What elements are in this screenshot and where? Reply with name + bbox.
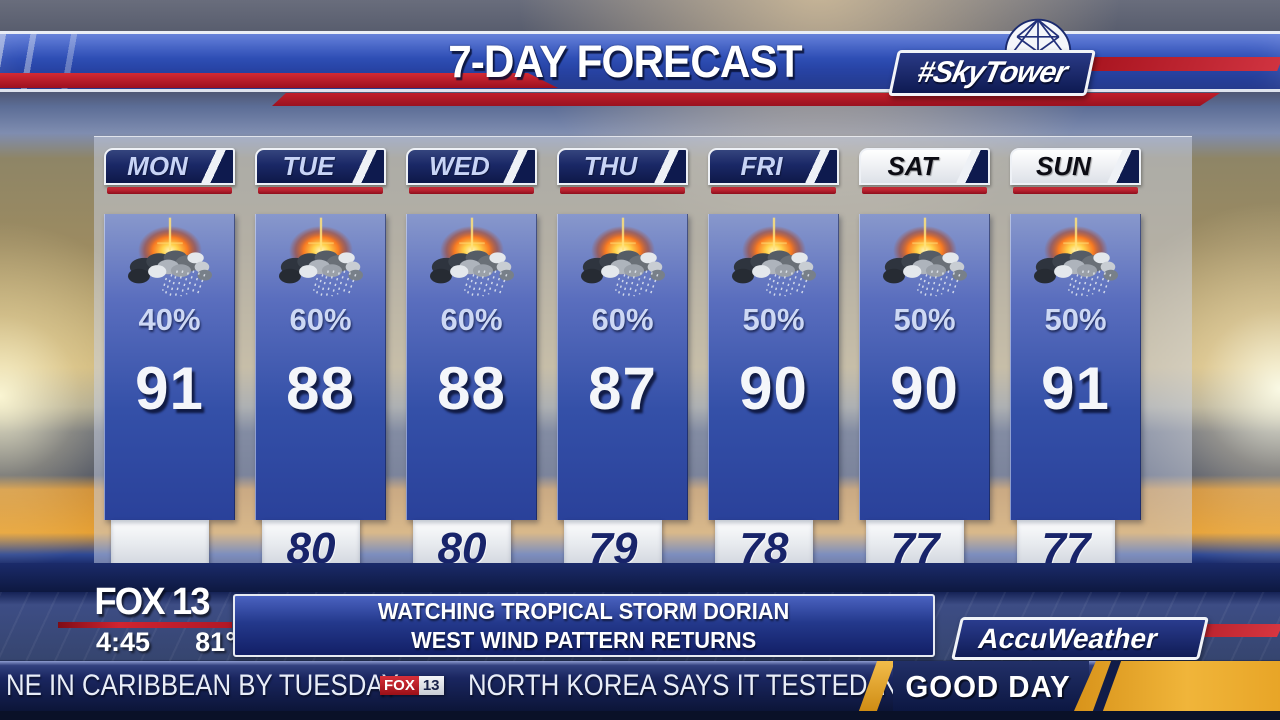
high-temp: 90 — [739, 355, 808, 422]
sun-rain-cloud-icon — [124, 214, 216, 298]
day-tab: FRI — [708, 148, 839, 185]
day-tab: WED — [406, 148, 537, 185]
precip-chance: 40% — [138, 302, 201, 337]
sun-rain-cloud-icon — [577, 214, 669, 298]
precip-chance: 60% — [440, 302, 503, 337]
sun-rain-cloud-icon — [1030, 214, 1122, 298]
day-red-bar — [862, 187, 987, 194]
day-red-bar — [107, 187, 232, 194]
news-ticker: NE IN CARIBBEAN BY TUESDAY FOX 13 NORTH … — [0, 661, 1280, 711]
high-temp: 91 — [1041, 355, 1110, 422]
day-column-mon: MON 40% 91 — [104, 148, 235, 578]
headline-banner: WATCHING TROPICAL STORM DORIAN WEST WIND… — [233, 594, 935, 657]
skytower-red-stripe — [1083, 57, 1280, 71]
day-column-tue: TUE 60% 88 80 — [255, 148, 386, 578]
clock-time: 4:45 — [96, 627, 151, 657]
day-label: MON — [127, 151, 188, 181]
day-red-bar — [711, 187, 836, 194]
skytower-logo: #SkyTower — [888, 50, 1096, 96]
day-tab: SAT — [859, 148, 990, 185]
day-panel: 50% 90 — [859, 214, 990, 520]
sun-rain-cloud-icon — [728, 214, 820, 298]
day-column-fri: FRI 50% 90 78 — [708, 148, 839, 578]
sun-rain-cloud-icon — [426, 214, 518, 298]
skytower-label: #SkyTower — [914, 56, 1070, 89]
day-tab: TUE — [255, 148, 386, 185]
day-panel: 40% 91 — [104, 214, 235, 520]
high-temp: 91 — [135, 355, 204, 422]
day-tab: SUN — [1010, 148, 1141, 185]
time-temp-readout: 4:45 81° — [96, 627, 236, 658]
day-label: TUE — [282, 151, 335, 181]
precip-chance: 50% — [1044, 302, 1107, 337]
day-red-bar — [258, 187, 383, 194]
day-column-wed: WED 60% 88 80 — [406, 148, 537, 578]
program-block — [893, 661, 1089, 711]
day-label: THU — [583, 151, 638, 181]
day-panel: 50% 91 — [1010, 214, 1141, 520]
accuweather-label: AccuWeather — [975, 622, 1162, 654]
day-label: SUN — [1036, 151, 1091, 181]
headline-line-1: WATCHING TROPICAL STORM DORIAN — [378, 598, 790, 625]
bottom-edge-strip — [0, 711, 1280, 720]
banner-red-stripe-left — [0, 73, 558, 88]
fox13-red-underline — [58, 622, 232, 628]
fox13-bug-13: 13 — [418, 676, 444, 695]
day-red-bar — [560, 187, 685, 194]
precip-chance: 50% — [893, 302, 956, 337]
day-panel: 60% 88 — [255, 214, 386, 520]
day-tab: MON — [104, 148, 235, 185]
program-title: GOOD DAY — [905, 669, 1071, 704]
high-temp: 88 — [437, 355, 506, 422]
fox13-logo: FOX 13 — [94, 581, 210, 623]
ticker-text-left: NE IN CARIBBEAN BY TUESDAY — [6, 669, 399, 702]
headline-line-2: WEST WIND PATTERN RETURNS — [411, 626, 757, 653]
precip-chance: 60% — [591, 302, 654, 337]
skytower-dome-icon — [1004, 18, 1072, 53]
page-title: 7-DAY FORECAST — [448, 36, 802, 87]
day-column-sun: SUN 50% 91 77 — [1010, 148, 1141, 578]
day-column-thu: THU 60% 87 79 — [557, 148, 688, 578]
day-tab: THU — [557, 148, 688, 185]
day-panel: 50% 90 — [708, 214, 839, 520]
day-panel: 60% 88 — [406, 214, 537, 520]
day-red-bar — [409, 187, 534, 194]
lower-divider-band — [0, 563, 1280, 592]
day-label: WED — [429, 151, 490, 181]
accuweather-logo: AccuWeather — [951, 617, 1209, 660]
fox13-bug-fox: FOX — [380, 676, 419, 695]
day-column-sat: SAT 50% 90 77 — [859, 148, 990, 578]
banner-red-stripe-under — [272, 93, 1220, 106]
fox13-bug: FOX 13 — [380, 676, 444, 695]
day-label: SAT — [887, 151, 938, 181]
sun-rain-cloud-icon — [879, 214, 971, 298]
day-label: FRI — [740, 151, 783, 181]
precip-chance: 60% — [289, 302, 352, 337]
high-temp: 87 — [588, 355, 657, 422]
day-red-bar — [1013, 187, 1138, 194]
sun-rain-cloud-icon — [275, 214, 367, 298]
high-temp: 90 — [890, 355, 959, 422]
current-temp: 81° — [195, 627, 236, 657]
high-temp: 88 — [286, 355, 355, 422]
day-panel: 60% 87 — [557, 214, 688, 520]
precip-chance: 50% — [742, 302, 805, 337]
